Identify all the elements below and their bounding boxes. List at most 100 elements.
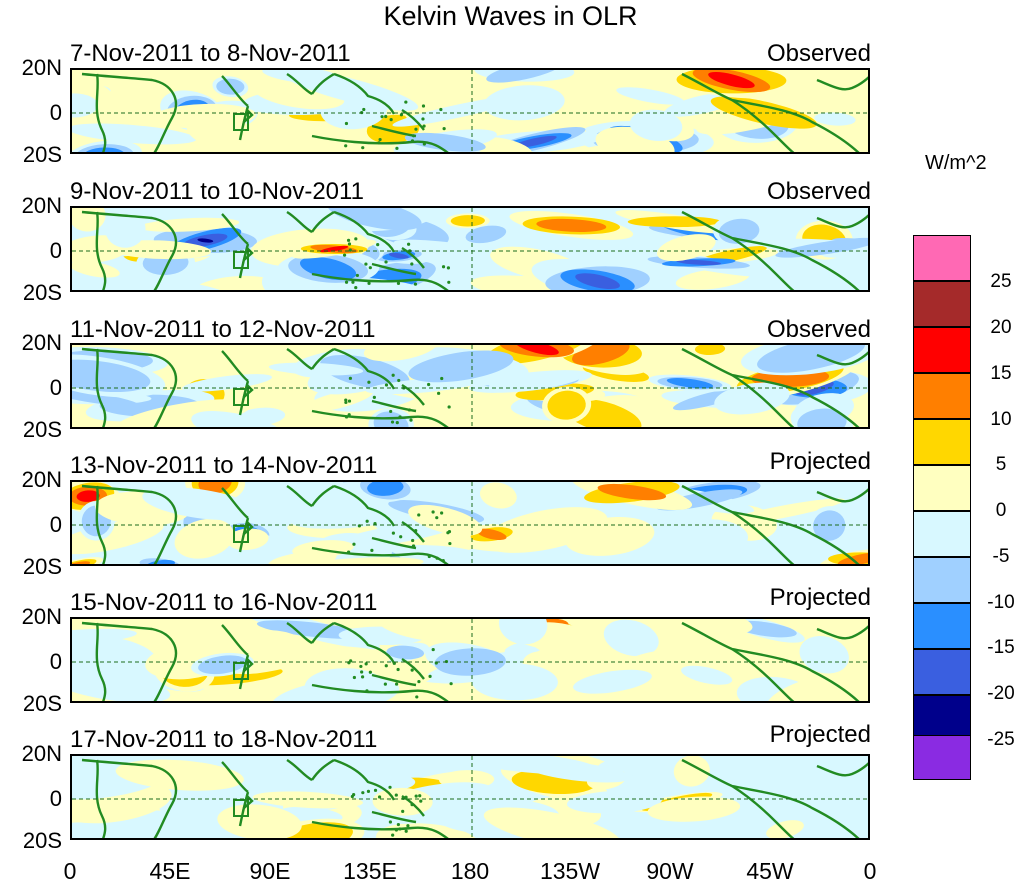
lon-label-135w: 135W [539, 858, 601, 884]
panel-3-status: Observed [766, 316, 871, 343]
colorbar-label: 25 [990, 271, 1012, 292]
island-marker [344, 415, 349, 419]
anomaly-contour [197, 238, 214, 243]
colorbar-label: -20 [987, 683, 1015, 704]
coastline [681, 484, 860, 564]
anomaly-contour [408, 350, 514, 383]
coastline [95, 211, 107, 290]
anomaly-contour [656, 619, 753, 636]
island-marker [437, 391, 441, 395]
colorbar-swatch [913, 235, 971, 281]
island-marker [352, 793, 356, 797]
reference-box [233, 799, 249, 817]
anomaly-contour [72, 208, 106, 232]
lon-label-90w: 90W [646, 858, 694, 884]
lat-label-20n: 20N [21, 741, 62, 766]
coastline [311, 683, 449, 701]
anomaly-contour [72, 628, 137, 645]
anomaly-contour [367, 482, 404, 496]
lat-label-20n: 20N [21, 193, 62, 218]
colorbar-swatch [913, 465, 971, 511]
lon-label-135e: 135E [343, 858, 397, 884]
coastline [81, 347, 178, 427]
island-marker [439, 107, 443, 112]
map-panel-4 [70, 480, 870, 566]
coastline [816, 76, 868, 91]
island-marker [411, 538, 415, 543]
coastline [81, 621, 178, 701]
island-marker [346, 550, 351, 554]
island-marker [384, 114, 388, 119]
anomaly-contour [597, 483, 667, 501]
reference-box [233, 251, 249, 269]
coastline [731, 510, 795, 564]
coastline [95, 73, 107, 152]
anomaly-contour [217, 804, 302, 838]
island-marker [383, 682, 387, 686]
anomaly-contour [479, 482, 517, 509]
island-marker [422, 142, 426, 146]
island-marker [367, 281, 371, 285]
island-marker [414, 794, 418, 798]
anomaly-contour [573, 669, 652, 694]
map-panel-2-field [72, 208, 868, 290]
island-marker [407, 242, 411, 246]
coastline [286, 210, 335, 234]
island-marker [355, 273, 359, 278]
island-marker [365, 519, 369, 523]
island-marker [352, 675, 356, 680]
anomaly-contour [72, 260, 120, 278]
island-marker [441, 265, 446, 269]
anomaly-contour [115, 759, 244, 791]
island-marker [364, 662, 368, 666]
island-marker [422, 124, 426, 128]
lat-label-eq: 0 [49, 649, 62, 674]
coastline [681, 621, 860, 701]
panel-2-status: Observed [766, 178, 871, 205]
lat-label-20s: 20S [22, 691, 62, 716]
panel-6-dates: 17-Nov-2011 to 18-Nov-2011 [70, 726, 378, 753]
anomaly-contour [104, 209, 146, 248]
anomaly-contour [603, 619, 659, 657]
island-marker [419, 799, 423, 803]
island-marker [384, 260, 388, 264]
island-marker [399, 535, 403, 539]
island-marker [409, 418, 413, 422]
island-marker [354, 286, 358, 290]
anomaly-contour [72, 790, 146, 815]
coastline [681, 347, 860, 427]
coastline [681, 72, 860, 152]
colorbar-label: 20 [990, 317, 1012, 338]
island-marker [394, 682, 399, 686]
lon-label-45w: 45W [746, 858, 794, 884]
colorbar-label: -25 [987, 729, 1015, 750]
anomaly-contour [681, 665, 733, 685]
lon-label-90e: 90E [249, 858, 291, 884]
map-panel-4-field [72, 482, 868, 564]
anomaly-contour [483, 85, 565, 121]
island-marker [347, 242, 352, 246]
island-marker [394, 793, 398, 797]
anomaly-contour [708, 71, 755, 89]
anomaly-contour [476, 528, 507, 540]
anomaly-contour [498, 619, 548, 645]
map-panel-6-field [72, 756, 868, 838]
anomaly-contour [775, 237, 868, 258]
island-marker [401, 809, 405, 813]
island-marker [421, 117, 425, 121]
anomaly-contour [72, 519, 164, 555]
coastline [286, 72, 335, 96]
anomaly-contour [72, 650, 166, 677]
colorbar-label: -15 [987, 637, 1015, 658]
anomaly-contour [404, 132, 486, 152]
anomaly-contour [718, 498, 845, 526]
anomaly-contour [303, 388, 374, 413]
anomaly-contour [304, 668, 388, 701]
coastline [816, 351, 868, 366]
anomaly-contour [212, 345, 256, 356]
island-marker [431, 647, 435, 652]
anomaly-contour [547, 390, 586, 420]
island-marker [397, 378, 401, 383]
island-marker [427, 382, 431, 387]
anomaly-contour [569, 144, 627, 152]
